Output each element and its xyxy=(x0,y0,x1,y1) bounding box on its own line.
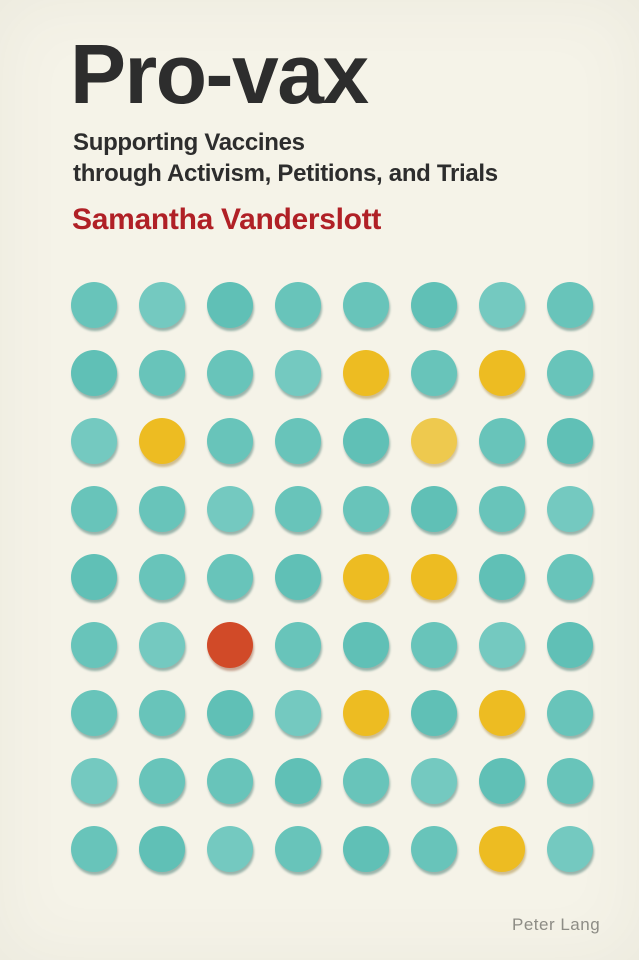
dot-teal xyxy=(207,486,253,532)
dot-teal xyxy=(479,418,525,464)
dot-teal xyxy=(343,826,389,872)
book-title: Pro-vax xyxy=(70,27,369,121)
dot-teal xyxy=(71,418,117,464)
dot-teal xyxy=(547,282,593,328)
dot-teal xyxy=(275,350,321,396)
dot-teal xyxy=(275,758,321,804)
dot-teal xyxy=(71,758,117,804)
dot-teal xyxy=(547,622,593,668)
dot-teal xyxy=(343,486,389,532)
dot-teal xyxy=(71,622,117,668)
dot-teal xyxy=(139,622,185,668)
dot-teal xyxy=(139,826,185,872)
dot-teal xyxy=(207,350,253,396)
dot-teal xyxy=(479,758,525,804)
dot-yellow xyxy=(479,826,525,872)
dot-teal xyxy=(139,350,185,396)
dot-teal xyxy=(411,282,457,328)
dot-teal xyxy=(343,282,389,328)
dot-yellow-light xyxy=(411,418,457,464)
dot-teal xyxy=(207,758,253,804)
dot-yellow xyxy=(479,350,525,396)
dot-teal xyxy=(71,282,117,328)
dot-teal xyxy=(139,690,185,736)
dot-teal xyxy=(139,282,185,328)
dot-teal xyxy=(411,622,457,668)
dot-teal xyxy=(547,418,593,464)
publisher-name: Peter Lang xyxy=(512,915,601,934)
dot-teal xyxy=(547,350,593,396)
subtitle-line-2: through Activism, Petitions, and Trials xyxy=(73,160,498,187)
dot-yellow xyxy=(343,554,389,600)
dot-teal xyxy=(207,826,253,872)
dot-teal xyxy=(547,690,593,736)
author-name: Samantha Vanderslott xyxy=(72,203,382,236)
dot-teal xyxy=(207,282,253,328)
dot-red xyxy=(207,622,253,668)
dot-teal xyxy=(411,486,457,532)
dot-yellow xyxy=(343,350,389,396)
dot-teal xyxy=(547,554,593,600)
dot-grid xyxy=(71,282,593,872)
dot-teal xyxy=(275,690,321,736)
dot-teal xyxy=(479,486,525,532)
dot-teal xyxy=(479,282,525,328)
subtitle-line-1: Supporting Vaccines xyxy=(73,129,305,156)
dot-yellow xyxy=(479,690,525,736)
dot-teal xyxy=(275,418,321,464)
dot-teal xyxy=(411,350,457,396)
dot-teal xyxy=(71,486,117,532)
dot-teal xyxy=(275,282,321,328)
dot-teal xyxy=(71,554,117,600)
dot-teal xyxy=(207,690,253,736)
dot-teal xyxy=(207,418,253,464)
dot-yellow xyxy=(139,418,185,464)
dot-teal xyxy=(411,826,457,872)
book-subtitle: Supporting Vaccines through Activism, Pe… xyxy=(73,127,498,189)
dot-teal xyxy=(275,622,321,668)
dot-teal xyxy=(411,758,457,804)
dot-teal xyxy=(139,486,185,532)
dot-teal xyxy=(139,554,185,600)
dot-teal xyxy=(343,622,389,668)
dot-teal xyxy=(71,350,117,396)
dot-teal xyxy=(71,690,117,736)
dot-yellow xyxy=(343,690,389,736)
dot-yellow xyxy=(411,554,457,600)
dot-teal xyxy=(343,758,389,804)
dot-teal xyxy=(479,554,525,600)
dot-teal xyxy=(547,758,593,804)
dot-teal xyxy=(343,418,389,464)
dot-teal xyxy=(139,758,185,804)
dot-teal xyxy=(275,486,321,532)
dot-teal xyxy=(71,826,117,872)
dot-teal xyxy=(547,486,593,532)
dot-teal xyxy=(411,690,457,736)
dot-teal xyxy=(547,826,593,872)
dot-teal xyxy=(479,622,525,668)
dot-teal xyxy=(275,554,321,600)
dot-teal xyxy=(275,826,321,872)
dot-teal xyxy=(207,554,253,600)
